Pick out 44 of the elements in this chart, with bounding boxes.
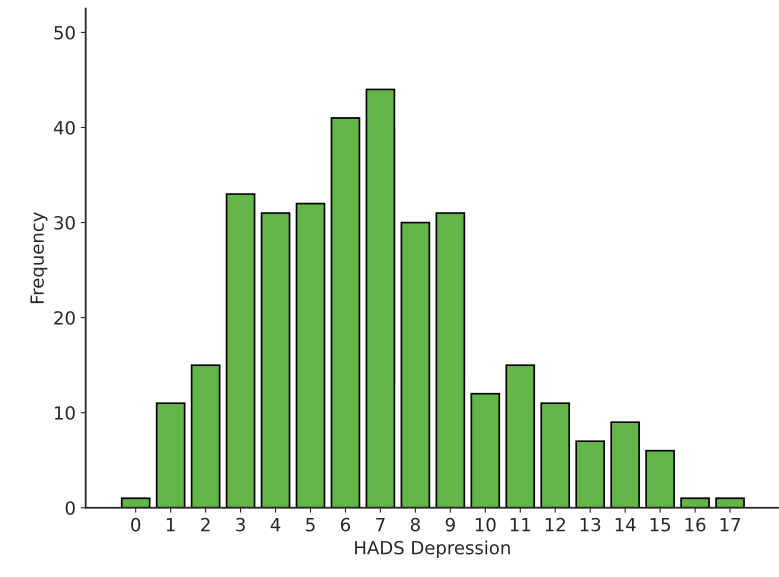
- bar: [610, 421, 640, 508]
- y-tick-label: 50: [54, 26, 75, 40]
- bar: [645, 450, 675, 508]
- x-tick-label: 7: [376, 518, 385, 532]
- x-tick-label: 2: [201, 518, 210, 532]
- bar: [330, 117, 360, 508]
- x-tick-label: 10: [476, 518, 496, 532]
- y-axis-title: Frequency: [30, 212, 48, 304]
- y-tick-label: 30: [54, 216, 75, 230]
- y-tick-label: 20: [54, 311, 75, 325]
- bar: [260, 212, 290, 508]
- bar: [680, 497, 710, 508]
- x-tick-label: 6: [340, 518, 350, 532]
- y-tick-label: 40: [54, 120, 75, 135]
- x-tick-label: 13: [580, 518, 600, 532]
- x-tick-label: 4: [270, 518, 280, 532]
- bar: [436, 212, 466, 508]
- bar: [120, 497, 151, 508]
- x-tick-label: 12: [546, 518, 565, 532]
- x-tick-label: 3: [236, 518, 245, 532]
- x-tick-label: 1: [166, 518, 175, 532]
- bar: [715, 497, 745, 508]
- bar: [470, 392, 500, 508]
- x-tick-label: 16: [686, 518, 706, 532]
- x-tick-label: 9: [446, 518, 455, 532]
- bar: [366, 88, 396, 508]
- bar: [505, 364, 536, 508]
- x-tick-label: 0: [131, 518, 140, 532]
- x-tick-label: 11: [510, 518, 530, 532]
- bar: [540, 402, 570, 508]
- y-tick-label: 0: [66, 501, 75, 515]
- x-tick-label: 17: [720, 518, 740, 532]
- x-axis-title: HADS Depression: [355, 540, 510, 558]
- bar: [156, 402, 186, 508]
- y-tick-label: 10: [54, 406, 75, 420]
- x-tick-label: 15: [650, 518, 670, 532]
- bar: [400, 222, 430, 508]
- bar: [296, 202, 326, 508]
- bar: [226, 193, 256, 508]
- x-tick-label: 5: [306, 518, 315, 532]
- x-tick-label: 8: [410, 518, 420, 532]
- x-tick-label: 14: [616, 518, 636, 532]
- bar: [190, 364, 220, 508]
- bar: [575, 440, 606, 508]
